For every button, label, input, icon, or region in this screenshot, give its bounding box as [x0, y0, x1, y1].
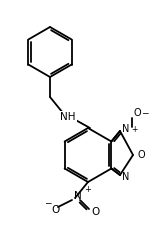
Text: O: O [91, 207, 99, 217]
Text: +: + [85, 185, 91, 194]
Text: N: N [74, 191, 82, 201]
Text: +: + [131, 125, 137, 134]
Text: −: − [141, 109, 149, 117]
Text: NH: NH [60, 112, 76, 122]
Text: N: N [122, 172, 130, 182]
Text: N: N [122, 124, 130, 134]
Text: O: O [133, 108, 141, 118]
Text: −: − [44, 199, 52, 207]
Text: O: O [52, 205, 60, 215]
Text: O: O [137, 150, 145, 160]
